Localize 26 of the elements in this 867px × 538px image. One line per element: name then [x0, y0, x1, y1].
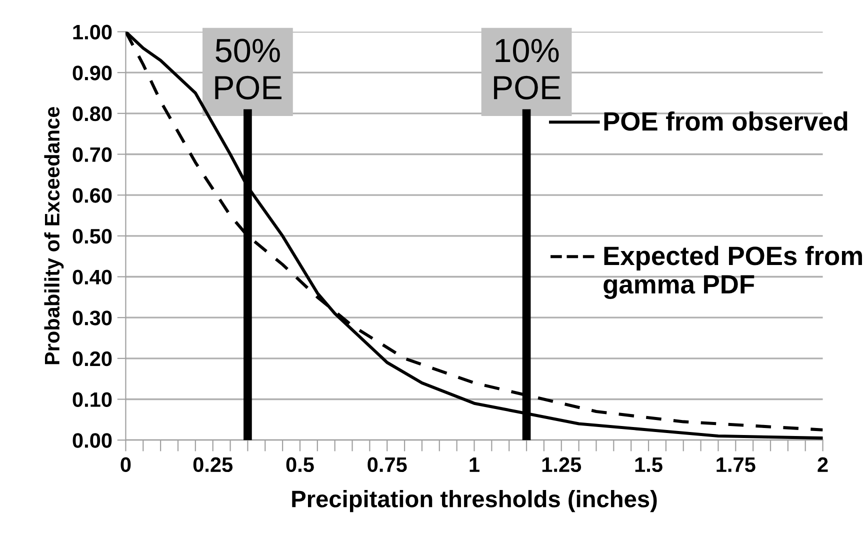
- x-tick-label: 1.5: [635, 458, 662, 472]
- x-tick-label: 2: [818, 457, 828, 472]
- x-tick-label: 1.25: [542, 457, 582, 472]
- y-axis-title: Probability of Exceedance: [44, 106, 64, 364]
- x-tick-label: 0.5: [286, 457, 314, 472]
- x-tick-label: 0.25: [193, 457, 233, 472]
- ref-line-label: 50% POE: [215, 38, 282, 100]
- y-tick-label: 0.80: [72, 106, 112, 122]
- y-tick-label: 0.00: [72, 433, 112, 448]
- y-tick-label: 0.50: [72, 228, 112, 244]
- x-tick-label: 0.75: [368, 457, 407, 472]
- y-tick-label: 0.90: [72, 66, 112, 80]
- legend-label: POE from observed: [604, 111, 848, 131]
- x-axis-title: Precipitation thresholds (inches): [292, 490, 657, 512]
- y-tick-label: 0.20: [72, 351, 112, 366]
- x-tick-label: 0: [120, 457, 131, 472]
- x-tick-label: 1.75: [716, 458, 756, 472]
- y-tick-label: 0.10: [72, 392, 112, 408]
- y-tick-label: 1.00: [73, 24, 112, 40]
- ref-line-label: 10% POE: [494, 38, 560, 100]
- y-tick-label: 0.60: [72, 188, 112, 203]
- x-tick-label: 1: [470, 458, 480, 472]
- y-tick-label: 0.40: [72, 270, 112, 284]
- legend-label: Expected POEs from gamma PDF: [604, 246, 862, 300]
- y-tick-label: 0.70: [72, 147, 112, 162]
- y-tick-label: 0.30: [72, 310, 112, 326]
